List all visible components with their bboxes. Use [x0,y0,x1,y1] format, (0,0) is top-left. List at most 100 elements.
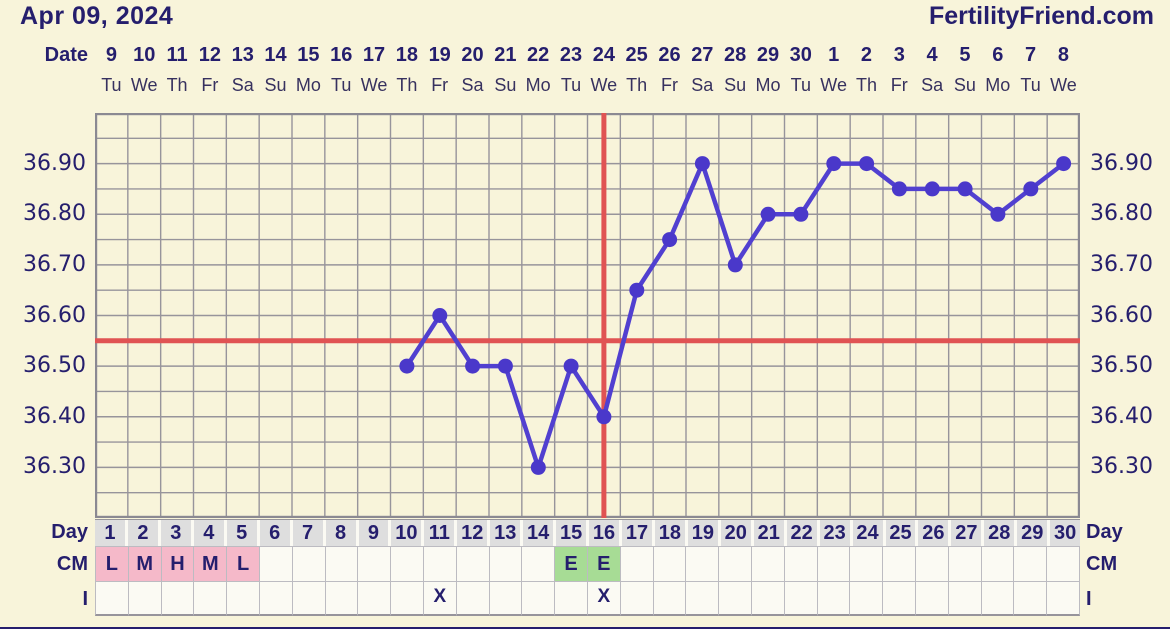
day-cell[interactable]: 18 [654,520,688,546]
cm-cell[interactable] [948,546,982,582]
cm-cell[interactable] [850,546,884,582]
cm-cell[interactable] [1047,546,1080,582]
temp-point[interactable] [432,308,448,323]
intercourse-cell[interactable] [194,582,228,616]
cm-cell[interactable] [653,546,687,582]
day-cell[interactable]: 3 [160,520,194,546]
intercourse-cell[interactable] [751,582,785,616]
cm-cell[interactable] [1014,546,1048,582]
cm-cell[interactable]: L [95,546,129,582]
temp-point[interactable] [662,232,678,248]
intercourse-cell[interactable] [522,582,556,616]
day-cell[interactable]: 10 [391,520,425,546]
intercourse-cell[interactable] [391,582,424,616]
intercourse-cell[interactable] [161,582,195,616]
temp-point[interactable] [497,358,513,374]
temp-point[interactable] [1056,156,1072,172]
cm-cell[interactable] [784,546,818,582]
brand-link[interactable]: FertilityFriend.com [928,2,1154,30]
day-cell[interactable]: 29 [1017,520,1051,546]
temp-point[interactable] [694,156,710,172]
cm-cell[interactable] [423,546,457,582]
day-cell[interactable]: 30 [1050,520,1081,546]
cm-cell[interactable] [522,546,556,582]
intercourse-cell[interactable] [948,582,982,616]
temp-point[interactable] [859,156,875,172]
intercourse-cell[interactable] [686,582,720,616]
cm-cell[interactable] [358,546,392,582]
temp-point[interactable] [1023,181,1039,197]
intercourse-cell[interactable] [456,582,490,616]
intercourse-cell[interactable] [817,582,851,616]
day-cell[interactable]: 16 [589,520,622,546]
intercourse-cell[interactable] [883,582,916,616]
day-cell[interactable]: 6 [259,520,293,546]
intercourse-cell[interactable] [1014,582,1048,616]
day-cell[interactable]: 2 [127,520,161,546]
day-cell[interactable]: 25 [885,520,919,546]
temp-point[interactable] [760,206,776,222]
intercourse-cell[interactable] [719,582,752,616]
intercourse-cell[interactable] [981,582,1015,616]
cm-cell[interactable] [883,546,916,582]
intercourse-cell[interactable] [620,582,654,616]
day-cell[interactable]: 28 [984,520,1018,546]
day-cell[interactable]: 4 [193,520,227,546]
temp-point[interactable] [596,409,612,425]
cm-cell[interactable] [259,546,293,582]
intercourse-cell[interactable] [489,582,523,616]
intercourse-cell[interactable] [358,582,392,616]
intercourse-cell[interactable] [128,582,162,616]
cm-cell[interactable] [981,546,1015,582]
day-cell[interactable]: 26 [918,520,952,546]
intercourse-cell[interactable] [227,582,260,616]
intercourse-cell[interactable] [292,582,326,616]
cm-cell[interactable] [489,546,523,582]
day-cell[interactable]: 11 [424,520,458,546]
day-cell[interactable]: 24 [852,520,886,546]
temp-point[interactable] [891,181,907,197]
cm-cell[interactable] [817,546,851,582]
cm-cell[interactable] [719,546,752,582]
temp-point[interactable] [530,459,546,475]
cm-cell[interactable]: L [227,546,260,582]
day-cell[interactable]: 21 [753,520,787,546]
cm-cell[interactable]: E [555,546,588,582]
cm-cell[interactable] [751,546,785,582]
temp-point[interactable] [399,358,415,374]
day-cell[interactable]: 17 [622,520,655,546]
day-cell[interactable]: 14 [523,520,557,546]
cm-cell[interactable] [456,546,490,582]
day-cell[interactable]: 7 [292,520,326,546]
intercourse-cell[interactable] [915,582,949,616]
cm-cell[interactable]: E [587,546,621,582]
day-cell[interactable]: 20 [720,520,754,546]
day-cell[interactable]: 12 [457,520,491,546]
intercourse-cell[interactable] [784,582,818,616]
temp-point[interactable] [957,181,973,197]
day-cell[interactable]: 23 [819,520,853,546]
temp-point[interactable] [563,358,579,374]
cm-cell[interactable] [391,546,424,582]
intercourse-cell[interactable] [325,582,359,616]
day-cell[interactable]: 27 [951,520,985,546]
day-cell[interactable]: 15 [556,520,590,546]
intercourse-cell[interactable] [850,582,884,616]
cm-cell[interactable]: M [128,546,162,582]
intercourse-cell[interactable] [259,582,293,616]
temp-point[interactable] [629,282,645,298]
cm-cell[interactable] [686,546,720,582]
intercourse-cell[interactable] [555,582,588,616]
temp-point[interactable] [727,257,743,273]
cm-cell[interactable] [915,546,949,582]
temp-point[interactable] [826,156,842,172]
day-cell[interactable]: 9 [358,520,392,546]
intercourse-cell[interactable]: X [587,582,621,616]
cm-cell[interactable] [325,546,359,582]
intercourse-cell[interactable] [95,582,129,616]
temp-point[interactable] [465,358,481,374]
temp-point[interactable] [793,206,809,222]
day-cell[interactable]: 8 [325,520,359,546]
temp-point[interactable] [924,181,940,197]
day-cell[interactable]: 13 [490,520,524,546]
